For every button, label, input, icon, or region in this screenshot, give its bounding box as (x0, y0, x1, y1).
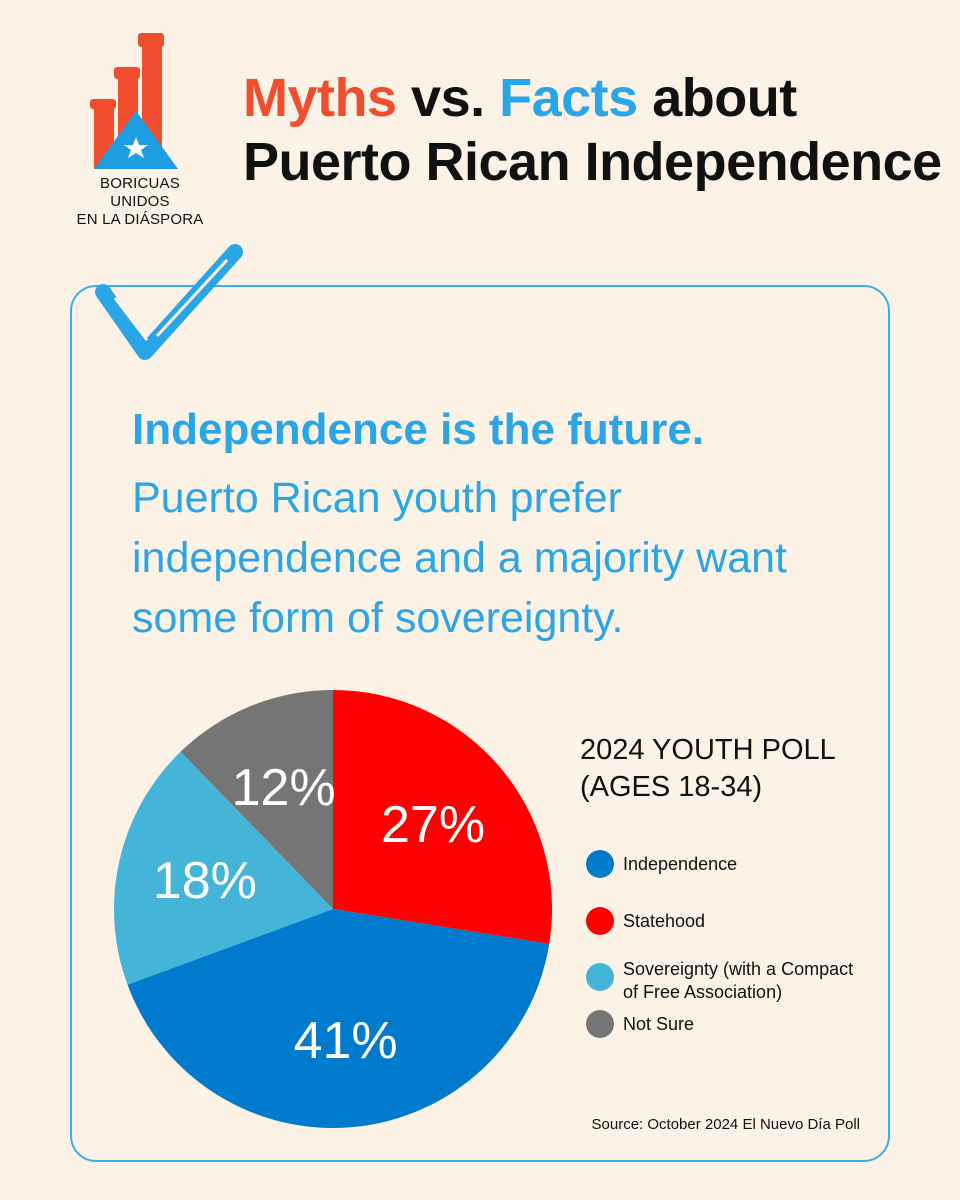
legend-swatch (586, 850, 614, 878)
page-title: Myths vs. Facts about Puerto Rican Indep… (243, 66, 942, 194)
pie-slice-not (180, 690, 333, 909)
poll-title: 2024 YOUTH POLL (AGES 18-34) (580, 732, 880, 806)
raised-fists-icon (90, 33, 178, 169)
legend-swatch (586, 907, 614, 935)
pie-slice-independence (127, 909, 550, 1128)
legend-label: Statehood (623, 911, 706, 931)
pie-label-statehood: 27% (381, 796, 485, 854)
legend-label: Sovereignty (with a Compact of Free Asso… (623, 959, 854, 1002)
logo-line-1: BORICUAS UNIDOS (100, 175, 180, 210)
pie-label-independence: 41% (294, 1012, 398, 1070)
legend-label: Not Sure (623, 1014, 695, 1034)
legend-label: Independence (623, 854, 738, 874)
logo-line-2: EN LA DIÁSPORA (76, 211, 204, 228)
legend-item-independence: Independence (586, 850, 737, 878)
checkmark-icon (95, 244, 243, 360)
source-note: Source: October 2024 El Nuevo Día Poll (591, 1116, 860, 1133)
pie-chart: 27% 41% 18% 12% (114, 690, 552, 1128)
legend-swatch (586, 1010, 614, 1038)
legend-item-not-sure: Not Sure (586, 1010, 694, 1038)
title-vs: vs. (411, 68, 485, 128)
title-facts: Facts (499, 68, 638, 128)
pie-slice-statehood (333, 690, 552, 944)
logo: BORICUAS UNIDOS EN LA DIÁSPORA (70, 25, 220, 228)
poll-title-line-1: 2024 YOUTH POLL (580, 734, 836, 766)
logo-text: BORICUAS UNIDOS EN LA DIÁSPORA (70, 175, 210, 229)
title-line-2: Puerto Rican Independence (243, 132, 942, 192)
legend-swatch (586, 963, 614, 991)
title-myths: Myths (243, 68, 397, 128)
pie-label-sovereignty: 18% (153, 852, 257, 910)
pie-label-not: 12% (232, 759, 336, 817)
subtext: Puerto Rican youth prefer independence a… (132, 474, 787, 642)
poll-title-line-2: (AGES 18-34) (580, 771, 763, 803)
legend-item-statehood: Statehood (586, 907, 705, 935)
headline: Independence is the future. (132, 405, 705, 454)
pie-slice-sovereignty (114, 751, 333, 985)
title-about: about (652, 68, 797, 128)
title-line-1: Myths vs. Facts about (243, 66, 942, 130)
legend-item-sovereignty: Sovereignty (with a Compact of Free Asso… (586, 955, 876, 1004)
